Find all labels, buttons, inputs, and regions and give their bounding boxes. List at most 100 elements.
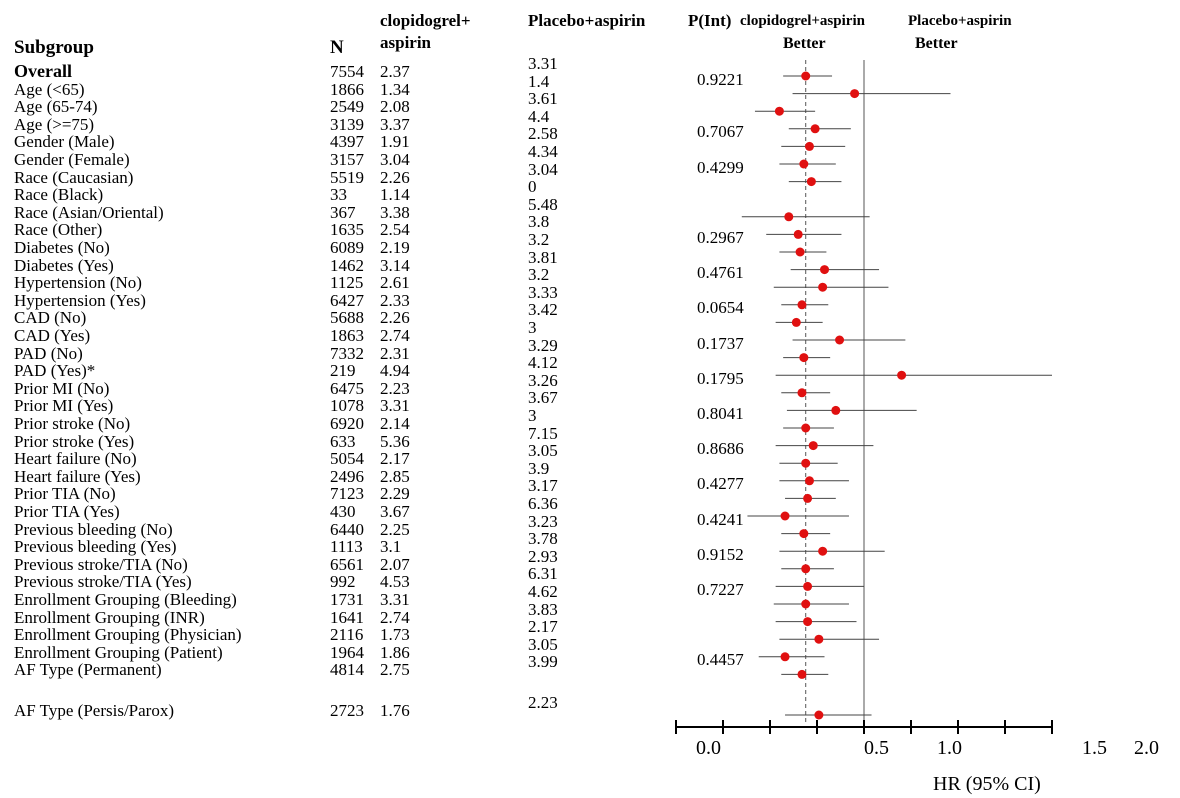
subgroup-label: Hypertension (Yes) [14, 290, 146, 310]
clop-value: 2.14 [380, 414, 410, 433]
clop-value: 2.74 [380, 607, 410, 627]
n-value: 1964 [330, 642, 364, 662]
clop-value: 5.36 [380, 431, 410, 451]
hr-point [795, 247, 805, 257]
clop-value: 2.17 [380, 449, 410, 469]
clop-value: 2.75 [380, 660, 410, 680]
n-value: 2496 [330, 466, 364, 486]
p-interaction-value: 0.7067 [697, 122, 744, 142]
hr-point [784, 212, 794, 222]
hr-point [818, 546, 828, 556]
n-value: 1635 [330, 220, 364, 240]
subgroup-label: Race (Caucasian) [14, 167, 134, 187]
clop-value: 1.86 [380, 642, 410, 662]
placebo-value: 3.78 [528, 529, 558, 549]
hr-point [799, 529, 809, 539]
clop-value: 1.73 [380, 625, 410, 645]
placebo-value: 4.12 [528, 353, 558, 373]
header-better-left2: Better [783, 35, 826, 52]
clop-value: 3.04 [380, 150, 410, 169]
p-interaction-value: 0.4761 [697, 263, 744, 283]
n-value: 6089 [330, 238, 364, 257]
n-value: 5519 [330, 167, 364, 187]
placebo-value: 2.17 [528, 617, 558, 637]
hr-point [814, 634, 824, 644]
hr-point [804, 476, 814, 486]
hr-point [799, 159, 809, 169]
n-value: 6920 [330, 414, 364, 433]
clop-value: 2.61 [380, 273, 410, 293]
hr-point [803, 581, 813, 591]
n-value: 992 [330, 572, 356, 592]
placebo-value: 3 [528, 406, 537, 425]
header-clopidogrel-line2: aspirin [380, 33, 432, 52]
placebo-value: 3.04 [528, 159, 558, 179]
placebo-value: 3.05 [528, 634, 558, 654]
clop-value: 1.34 [380, 79, 410, 99]
p-interaction-value: 0.2967 [697, 228, 744, 247]
clop-value: 3.31 [380, 396, 410, 416]
clop-value: 1.91 [380, 132, 410, 152]
clop-value: 2.19 [380, 238, 410, 257]
placebo-value: 3.99 [528, 652, 558, 672]
placebo-value: 1.4 [528, 71, 550, 91]
placebo-value: 3.2 [528, 230, 550, 249]
subgroup-label: Age (65-74) [14, 97, 98, 117]
subgroup-label: Enrollment Grouping (Physician) [14, 625, 242, 645]
subgroup-label: Overall [14, 61, 72, 81]
subgroup-label: CAD (No) [14, 308, 87, 328]
placebo-value: 3.29 [528, 335, 558, 355]
hr-point [801, 423, 811, 433]
placebo-value: 3.81 [528, 247, 558, 267]
header-n: N [330, 37, 344, 58]
tick-label-2: 1.0 [937, 737, 962, 759]
hr-point [810, 124, 820, 134]
hr-point [791, 317, 801, 327]
p-interaction-value: 0.9221 [697, 69, 744, 89]
p-interaction-value: 0.9152 [697, 544, 744, 564]
placebo-value: 2.58 [528, 124, 558, 144]
subgroup-label: Age (>=75) [14, 114, 95, 134]
clop-value: 2.29 [380, 484, 410, 504]
header-better-left: clopidogrel+aspirin [740, 13, 865, 29]
clop-value: 2.23 [380, 378, 410, 398]
n-value: 6440 [330, 519, 364, 539]
placebo-value: 3.26 [528, 370, 558, 390]
hr-point [801, 71, 811, 81]
placebo-value: 6.36 [528, 494, 558, 513]
n-value: 5054 [330, 449, 364, 469]
hr-point [797, 669, 807, 679]
placebo-value: 2.93 [528, 546, 558, 566]
p-interaction-value: 0.4457 [697, 650, 744, 670]
header-clopidogrel: clopidogrel+ [380, 11, 471, 30]
n-value: 1078 [330, 396, 364, 416]
clop-value: 2.07 [380, 554, 410, 574]
n-value: 6561 [330, 554, 364, 574]
placebo-value: 7.15 [528, 423, 558, 443]
clop-value: 3.37 [380, 114, 410, 134]
placebo-value: 6.31 [528, 564, 558, 584]
placebo-value: 3.31 [528, 54, 558, 73]
subgroup-label: Race (Other) [14, 220, 103, 240]
clop-value: 2.85 [380, 466, 410, 486]
hr-point [804, 141, 814, 151]
clop-value: 1.14 [380, 185, 410, 205]
placebo-value: 4.4 [528, 106, 550, 126]
clop-value: 4.94 [380, 361, 410, 381]
hr-point [831, 405, 841, 415]
hr-point [808, 441, 818, 451]
n-value: 1863 [330, 326, 364, 345]
clop-value: 3.38 [380, 202, 410, 222]
hr-point [797, 388, 807, 398]
subgroup-label: AF Type (Persis/Parox) [14, 701, 174, 720]
clop-value: 2.08 [380, 97, 410, 117]
n-value: 7554 [330, 62, 364, 81]
n-value: 6427 [330, 290, 364, 310]
hr-point [803, 493, 813, 503]
p-interaction-value: 0.0654 [697, 298, 744, 318]
subgroup-label: Previous bleeding (Yes) [14, 537, 177, 557]
subgroup-label: Age (<65) [14, 79, 85, 99]
subgroup-label: Previous bleeding (No) [14, 519, 173, 539]
n-value: 5688 [330, 308, 364, 328]
hr-point [793, 229, 803, 239]
